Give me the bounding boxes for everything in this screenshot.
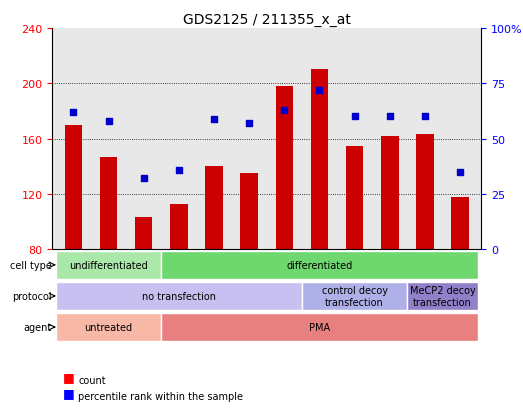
Point: [456, 169, 464, 176]
Title: GDS2125 / 211355_x_at: GDS2125 / 211355_x_at: [183, 12, 350, 26]
Text: differentiated: differentiated: [286, 260, 353, 270]
Point: [210, 116, 218, 123]
Point: [350, 114, 359, 121]
Bar: [241, 174, 258, 250]
FancyBboxPatch shape: [161, 251, 477, 279]
FancyBboxPatch shape: [161, 313, 477, 341]
Point: [175, 167, 183, 173]
Text: control decoy
transfection: control decoy transfection: [322, 285, 388, 307]
Point: [315, 88, 324, 94]
Bar: [381, 137, 399, 250]
Text: protocol: protocol: [12, 291, 52, 301]
Bar: [451, 197, 469, 250]
Text: no transfection: no transfection: [142, 291, 216, 301]
FancyBboxPatch shape: [56, 251, 161, 279]
Bar: [205, 167, 223, 250]
Text: percentile rank within the sample: percentile rank within the sample: [78, 392, 243, 401]
Point: [385, 114, 394, 121]
Point: [105, 118, 113, 125]
Point: [69, 109, 77, 116]
Point: [245, 121, 253, 127]
Bar: [346, 146, 363, 250]
Text: MeCP2 decoy
transfection: MeCP2 decoy transfection: [410, 285, 475, 307]
Point: [420, 114, 429, 121]
FancyBboxPatch shape: [56, 313, 161, 341]
Bar: [100, 157, 117, 250]
Point: [140, 176, 148, 182]
Text: cell type: cell type: [10, 260, 52, 270]
Text: ■: ■: [63, 387, 74, 399]
Bar: [311, 70, 328, 250]
Bar: [416, 135, 434, 250]
Bar: [135, 218, 153, 250]
FancyBboxPatch shape: [302, 282, 407, 310]
Text: untreated: untreated: [85, 322, 133, 332]
Text: undifferentiated: undifferentiated: [69, 260, 148, 270]
Bar: [170, 204, 188, 250]
FancyBboxPatch shape: [407, 282, 477, 310]
Text: agent: agent: [24, 322, 52, 332]
FancyBboxPatch shape: [56, 282, 302, 310]
Text: ■: ■: [63, 370, 74, 383]
Text: count: count: [78, 375, 106, 385]
Point: [280, 107, 289, 114]
Bar: [65, 126, 82, 250]
Bar: [276, 87, 293, 250]
Text: PMA: PMA: [309, 322, 330, 332]
